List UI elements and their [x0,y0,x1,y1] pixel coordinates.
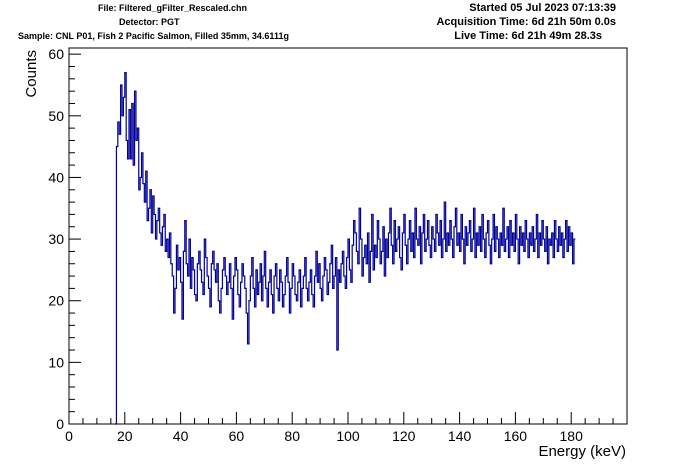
detector-label: Detector: PGT [119,17,180,27]
start-time-label: Started 05 Jul 2023 07:13:39 [469,2,616,14]
y-tick-label: 10 [48,354,64,370]
y-tick-label: 0 [56,416,64,432]
x-tick-label: 40 [173,428,189,444]
y-axis-label: Counts [23,50,40,98]
spectrum-histogram-line [115,72,576,425]
x-tick-label: 180 [560,428,584,444]
acquisition-time-label: Acquisition Time: 6d 21h 50m 0.0s [436,16,616,28]
live-time-label: Live Time: 6d 21h 49m 28.3s [454,30,602,42]
x-tick-label: 160 [504,428,528,444]
x-tick-label: 80 [284,428,300,444]
y-tick-label: 60 [48,46,64,62]
file-name-label: File: Filtered_gFilter_Rescaled.chn [98,3,248,13]
x-tick-label: 20 [117,428,133,444]
y-tick-label: 50 [48,108,64,124]
axes: 0 20 40 60 80 100 120 140 160 180 0 10 20 30 40 50 60 [48,46,628,444]
x-tick-label: 60 [229,428,245,444]
sample-label: Sample: CNL P01, Fish 2 Pacific Salmon, … [18,31,289,41]
plot-frame [68,47,628,425]
x-tick-label: 100 [336,428,360,444]
y-tick-label: 30 [48,231,64,247]
x-tick-label: 140 [448,428,472,444]
x-tick-label: 120 [392,428,416,444]
y-tick-label: 40 [48,169,64,185]
y-tick-label: 20 [48,293,64,309]
x-tick-label: 0 [65,428,73,444]
x-axis-label: Energy (keV) [538,443,626,460]
